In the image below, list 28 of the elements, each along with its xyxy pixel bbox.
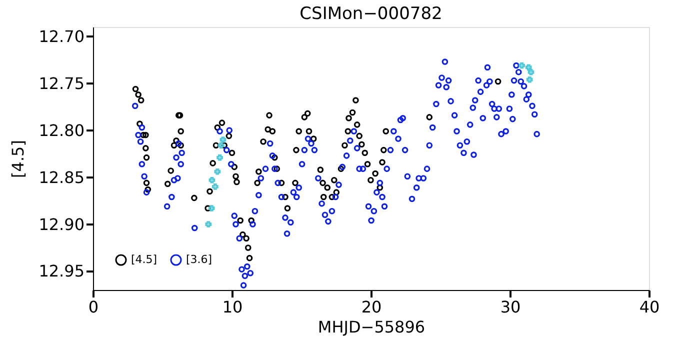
- point: [208, 205, 215, 212]
- x-axis-title: MHJD−55896: [318, 318, 426, 336]
- point: [208, 176, 216, 184]
- legend-label: [4.5]: [131, 253, 158, 266]
- point: [218, 142, 224, 148]
- y-tick-label: 12.80: [38, 120, 84, 140]
- point: [518, 62, 525, 69]
- x-tick-label: 20: [361, 298, 382, 316]
- point: [214, 168, 221, 175]
- x-tick-label: 0: [88, 298, 99, 316]
- y-tick-label: 12.70: [38, 26, 84, 46]
- x-tick-label: 10: [222, 298, 243, 316]
- y-tick-label: 12.90: [38, 214, 84, 234]
- point: [212, 184, 218, 190]
- y-tick-label: 12.85: [38, 168, 84, 187]
- y-axis-title: [4.5]: [8, 140, 28, 178]
- y-tick-label: 12.75: [38, 74, 84, 93]
- point: [220, 136, 226, 143]
- point: [526, 76, 533, 83]
- chart-title: CSIMon−000782: [300, 4, 442, 24]
- point: [205, 221, 212, 228]
- x-tick-label: 40: [639, 298, 660, 316]
- legend-label: [3.6]: [186, 253, 212, 266]
- x-tick-label: 30: [500, 298, 521, 316]
- y-tick-label: 12.95: [38, 262, 84, 281]
- point: [528, 68, 534, 76]
- point: [525, 64, 532, 71]
- point: [216, 154, 223, 161]
